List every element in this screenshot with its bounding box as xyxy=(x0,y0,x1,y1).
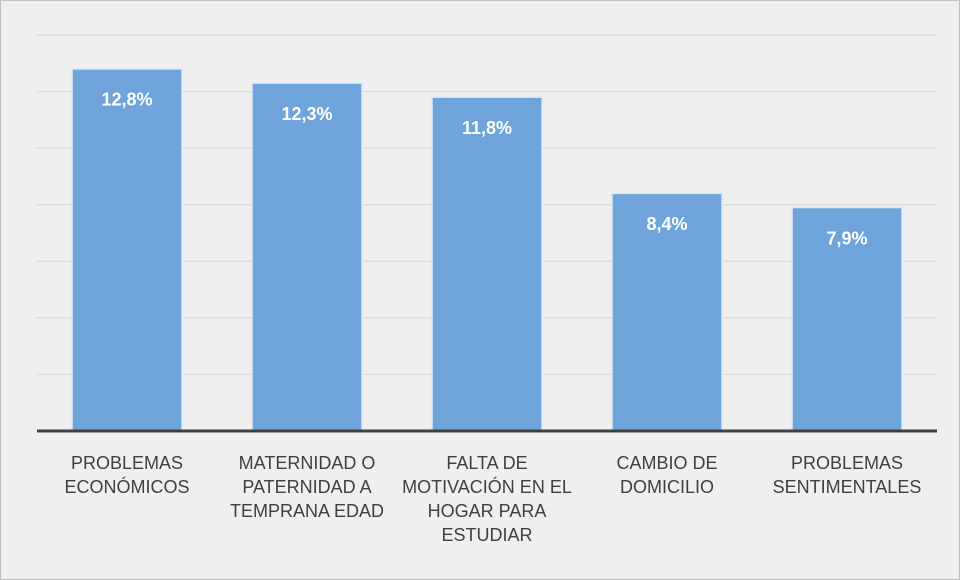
bar xyxy=(71,68,183,432)
x-tick-label: FALTA DE MOTIVACIÓN EN EL HOGAR PARA EST… xyxy=(402,453,572,545)
x-tick-label: PROBLEMAS SENTIMENTALES xyxy=(772,453,922,497)
data-label: 12,3% xyxy=(281,104,332,124)
data-label: 8,4% xyxy=(646,214,687,234)
bar xyxy=(431,96,543,432)
data-label: 11,8% xyxy=(462,118,512,138)
bar xyxy=(791,206,903,432)
data-label: 7,9% xyxy=(826,228,867,248)
x-tick-label: PROBLEMAS ECONÓMICOS xyxy=(64,453,190,497)
x-tick-label: MATERNIDAD O PATERNIDAD A TEMPRANA EDAD xyxy=(229,453,385,521)
bar xyxy=(251,82,363,432)
x-tick-label: CAMBIO DE DOMICILIO xyxy=(616,453,718,497)
data-label: 12,8% xyxy=(101,90,152,110)
